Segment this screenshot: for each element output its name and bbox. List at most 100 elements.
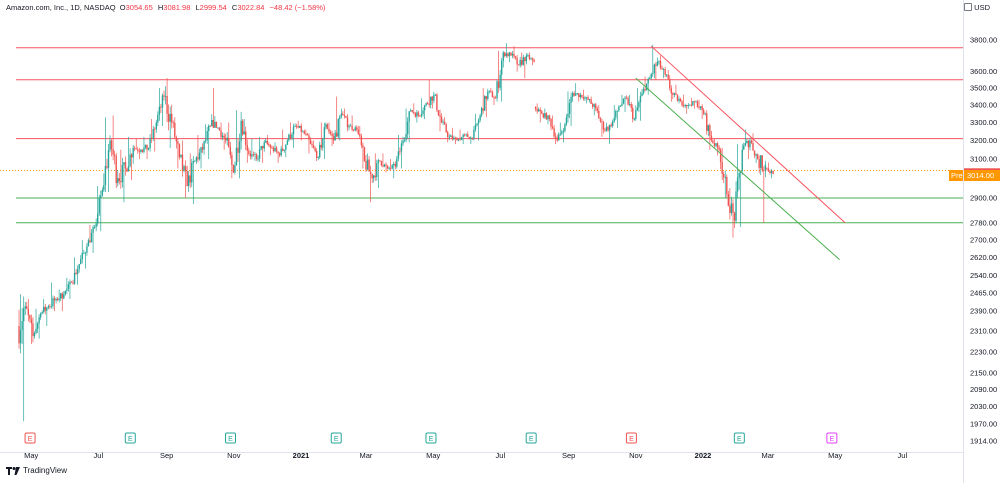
- candle-body: [422, 110, 424, 114]
- candle-body: [345, 116, 347, 118]
- candle-body: [505, 53, 508, 57]
- candle-body: [659, 60, 662, 68]
- earnings-marker-label: E: [830, 436, 835, 443]
- candle-body: [673, 93, 676, 95]
- y-tick-label: 2620.00: [970, 253, 997, 262]
- earnings-marker[interactable]: [425, 432, 437, 444]
- candle-body: [678, 98, 680, 101]
- candle-body: [80, 259, 82, 265]
- earnings-marker[interactable]: [225, 432, 237, 444]
- y-tick-label: 2700.00: [970, 235, 997, 244]
- candle-body: [27, 308, 30, 316]
- candle-body: [96, 213, 99, 224]
- y-tick-label: 2310.00: [970, 327, 997, 336]
- y-tick-label: 2090.00: [970, 385, 997, 394]
- earnings-marker-label: E: [429, 436, 434, 443]
- candle-body: [767, 168, 770, 172]
- candle-body: [561, 131, 563, 134]
- candle-body: [665, 74, 668, 76]
- candle-body: [323, 127, 326, 139]
- earnings-marker[interactable]: [330, 432, 342, 444]
- candle-body: [476, 123, 478, 126]
- candle-body: [682, 105, 685, 107]
- candle-body: [473, 129, 475, 139]
- candle-body: [143, 147, 145, 152]
- candle-body: [647, 78, 649, 84]
- candle-body: [598, 110, 600, 119]
- earnings-marker[interactable]: [24, 432, 36, 444]
- candle-body: [621, 103, 623, 106]
- candle-body: [109, 140, 111, 151]
- candle-body: [163, 95, 165, 97]
- earnings-marker[interactable]: [625, 432, 637, 444]
- candle-body: [568, 102, 571, 114]
- candle-body: [497, 81, 500, 88]
- x-tick-label: May: [426, 451, 440, 460]
- earnings-marker[interactable]: [124, 432, 136, 444]
- candle-body: [300, 125, 302, 132]
- candle-body: [558, 134, 560, 141]
- candle-body: [436, 94, 438, 111]
- candle-body: [426, 103, 429, 105]
- candle-body: [278, 153, 281, 156]
- candle-body: [556, 137, 558, 141]
- candle-body: [374, 175, 376, 178]
- candle-body: [504, 52, 506, 57]
- candle-body: [447, 132, 449, 138]
- currency-label: USD: [974, 3, 990, 12]
- candle-body: [758, 159, 760, 168]
- candle-body: [349, 125, 352, 127]
- candle-body: [442, 121, 444, 123]
- candle-body: [172, 122, 174, 124]
- candle-body: [615, 111, 617, 118]
- candle-body: [570, 96, 572, 103]
- candle-body: [275, 147, 278, 152]
- candle-body: [237, 147, 239, 153]
- candle-body: [76, 268, 79, 274]
- earnings-marker[interactable]: [826, 432, 838, 444]
- candle-body: [214, 121, 216, 128]
- earnings-marker[interactable]: [525, 432, 537, 444]
- earnings-marker[interactable]: [733, 432, 745, 444]
- candle-body: [335, 132, 338, 137]
- candle-body: [147, 147, 150, 150]
- candle-body: [339, 116, 341, 119]
- candle-body: [393, 163, 395, 166]
- candle-body: [664, 69, 666, 75]
- tradingview-branding[interactable]: TradingView: [6, 466, 67, 475]
- candle-body: [400, 143, 403, 152]
- candle-body: [35, 328, 37, 333]
- candle-body: [701, 106, 703, 111]
- candle-body: [761, 155, 763, 171]
- candle-body: [514, 56, 517, 58]
- candle-body: [69, 281, 71, 285]
- candle-body: [146, 144, 148, 150]
- candle-body: [499, 74, 501, 88]
- candle-body: [377, 160, 380, 164]
- legend-high: 3081.98: [163, 3, 191, 12]
- candle-body: [329, 131, 332, 134]
- candle-body: [627, 98, 629, 105]
- candle-body: [744, 143, 747, 146]
- candle-body: [229, 147, 232, 155]
- candle-body: [309, 139, 312, 145]
- x-tick-label: Sep: [562, 451, 575, 460]
- y-tick-label: 2900.00: [970, 194, 997, 203]
- candle-body: [308, 135, 310, 140]
- legend-high-label: H: [157, 3, 164, 12]
- candle-body: [243, 131, 245, 135]
- candle-body: [457, 139, 460, 141]
- currency-selector[interactable]: USD: [964, 3, 990, 12]
- candle-body: [224, 137, 227, 141]
- candle-body: [208, 125, 210, 131]
- candle-body: [516, 57, 518, 65]
- candle-body: [564, 124, 566, 131]
- earnings-marker-label: E: [529, 436, 534, 443]
- candle-body: [500, 61, 503, 75]
- lock-scale-icon[interactable]: [964, 3, 973, 11]
- candle-body: [591, 103, 594, 107]
- candle-body: [507, 53, 509, 57]
- candle-body: [470, 137, 472, 140]
- candle-body: [406, 121, 409, 135]
